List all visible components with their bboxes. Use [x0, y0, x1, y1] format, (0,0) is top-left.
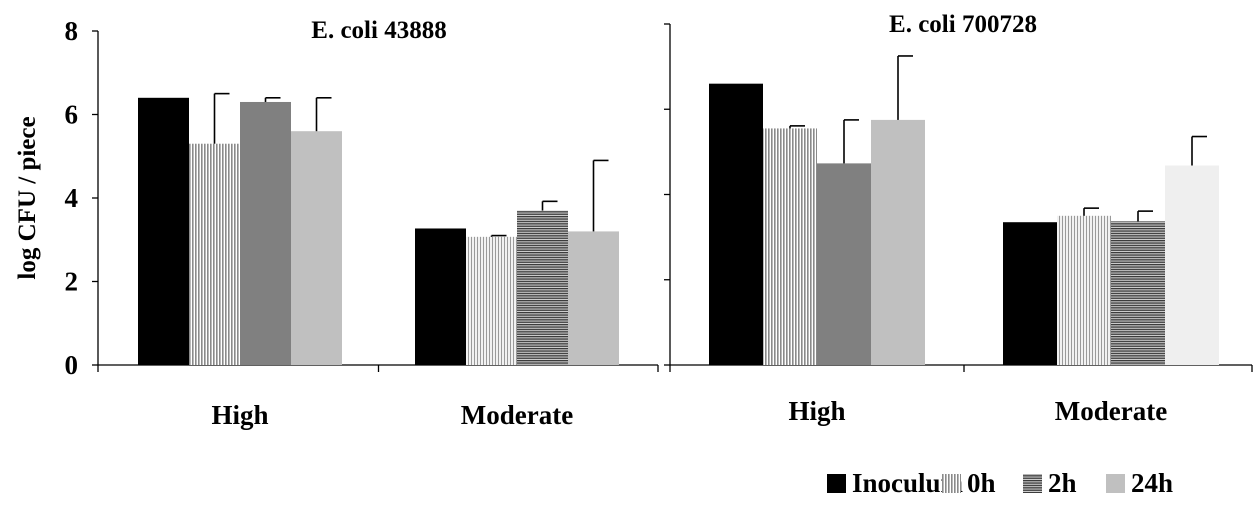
- legend-label: 2h: [1048, 468, 1077, 498]
- bar-2h-high: [817, 163, 871, 365]
- legend-swatch: [1106, 474, 1125, 493]
- bar-inoculum-moderate: [1003, 222, 1057, 365]
- bar-24h-moderate: [1165, 165, 1219, 365]
- bar-inoculum-high: [138, 97, 189, 366]
- category-label: Moderate: [1055, 396, 1167, 426]
- bar-24h-high: [871, 119, 925, 365]
- y-tick-label: 4: [65, 183, 79, 213]
- legend-swatch: [1023, 474, 1042, 493]
- category-label: Moderate: [461, 400, 573, 430]
- chart-panel-1: 0 2 4 6 8 High Moderate E. coli 43888 log CFU / …: [14, 16, 659, 430]
- y-tick-label: 6: [65, 100, 79, 130]
- chart-title: E. coli 700728: [889, 11, 1037, 38]
- legend-item-24h: 24h: [1106, 468, 1173, 498]
- bar-0h-moderate: [466, 236, 517, 365]
- legend-swatch: [827, 474, 846, 493]
- bar-inoculum-high: [709, 83, 763, 366]
- legend-item-2h: 2h: [1023, 468, 1077, 498]
- y-tick-label: 2: [65, 267, 79, 297]
- bar-2h-moderate: [1111, 221, 1165, 365]
- bar-2h-moderate: [517, 210, 568, 365]
- bar-2h-high: [240, 101, 291, 365]
- category-label: High: [211, 400, 268, 430]
- legend-label: 0h: [967, 468, 996, 498]
- chart-panel-2: High Moderate E. coli 700728: [664, 11, 1253, 426]
- legend-item-0h: 0h: [942, 468, 996, 498]
- y-tick-label: 8: [65, 16, 79, 46]
- category-label: High: [788, 396, 845, 426]
- bar-inoculum-moderate: [415, 228, 466, 365]
- chart-title: E. coli 43888: [311, 17, 446, 44]
- bar-0h-moderate: [1057, 215, 1111, 365]
- legend-label: 24h: [1131, 468, 1173, 498]
- bar-0h-high: [189, 143, 240, 365]
- y-axis-label: log CFU / piece: [14, 116, 41, 279]
- bar-24h-moderate: [568, 231, 619, 365]
- legend: Inoculum 0h 2h 24h: [827, 468, 1173, 498]
- bar-0h-high: [763, 128, 817, 365]
- y-tick-label: 0: [65, 350, 79, 380]
- bar-24h-high: [291, 131, 342, 365]
- legend-swatch: [942, 474, 961, 493]
